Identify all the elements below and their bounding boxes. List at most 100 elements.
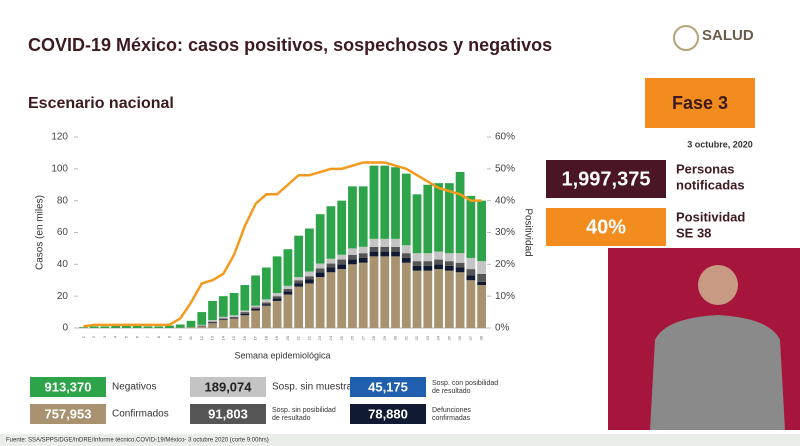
x-tick-label: 29: [382, 335, 387, 340]
x-tick-label: 23: [317, 335, 322, 340]
legend-label: confirmadas: [432, 415, 471, 422]
x-tick-label: 17: [253, 335, 258, 340]
x-tick-label: 18: [263, 335, 268, 340]
stat-value: 40%: [586, 216, 626, 238]
bar-segment: [294, 235, 304, 278]
bar-segment: [240, 285, 250, 311]
bar-segment: [315, 277, 325, 328]
bar-segment: [369, 256, 379, 328]
bar-segment: [251, 275, 260, 306]
bar-segment: [466, 257, 476, 270]
legend-box: [30, 404, 106, 424]
bar-segment: [272, 300, 282, 328]
bar-segment: [358, 257, 368, 263]
footer-bar: [0, 434, 800, 446]
y-tick-label: 20: [57, 291, 69, 302]
x-tick-label: 30: [393, 335, 398, 340]
x-tick-label: 28: [371, 335, 376, 340]
bar-segment: [272, 292, 282, 297]
y2-tick-label: 0%: [495, 323, 510, 334]
bar-segment: [240, 313, 250, 316]
y-tick-label: 120: [51, 132, 68, 143]
legend-box: [190, 377, 266, 397]
legend-total: 189,074: [205, 379, 253, 394]
bar-segment: [186, 327, 196, 328]
title: COVID-19 México: casos positivos, sospec…: [28, 35, 552, 55]
x-tick-label: 6: [134, 335, 139, 338]
y2-tick-label: 20%: [495, 259, 515, 270]
bar-segment: [444, 265, 454, 271]
logo-text: SALUD: [702, 27, 754, 44]
bar-segment: [326, 258, 336, 264]
bar-segment: [455, 267, 465, 273]
bar-segment: [132, 325, 142, 328]
x-tick-label: 26: [350, 335, 355, 340]
y2-tick-label: 50%: [495, 163, 515, 174]
x-tick-label: 21: [296, 335, 301, 340]
bar-segment: [477, 273, 486, 282]
y2-tick-label: 10%: [495, 291, 515, 302]
bar-segment: [401, 257, 411, 263]
bar-segment: [466, 280, 476, 328]
x-tick-label: 15: [231, 335, 236, 340]
bar-segment: [477, 261, 486, 274]
bar-segment: [444, 270, 454, 328]
bar-segment: [423, 265, 433, 271]
legend-label: Sosp. sin muestra: [272, 382, 352, 393]
bar-segment: [315, 272, 325, 278]
bar-segment: [197, 326, 207, 328]
interpreter-head: [698, 265, 738, 305]
y2-axis-label: Positividad: [522, 208, 533, 256]
x-tick-label: 25: [339, 335, 344, 340]
bar-segment: [412, 253, 422, 262]
interpreter-body: [650, 315, 785, 430]
bar-segment: [337, 254, 347, 260]
x-tick-label: 4: [113, 335, 118, 338]
positivity-line: [83, 161, 482, 328]
bar-segment: [251, 307, 260, 309]
legend-total: 913,370: [45, 379, 92, 394]
bar-segment: [477, 281, 486, 286]
bar-segment: [240, 310, 250, 313]
bar-segment: [391, 256, 400, 328]
legend-label: de resultado: [432, 388, 471, 395]
bar-segment: [315, 268, 325, 273]
bar-segment: [401, 262, 411, 328]
phase-label: Fase 3: [672, 93, 728, 113]
bar-segment: [294, 286, 304, 328]
bar-segment: [434, 183, 443, 252]
bar-segment: [423, 261, 433, 266]
y-axis-label: Casos (en miles): [35, 195, 46, 270]
bar-segment: [348, 259, 357, 265]
bar-segment: [455, 262, 465, 268]
bar-segment: [229, 292, 239, 316]
legend-label: Sosp. sin posibilidad: [272, 407, 336, 414]
bar-segment: [326, 272, 336, 328]
bar-segment: [251, 310, 260, 328]
stat-label: Positividad: [676, 209, 745, 224]
bar-segment: [358, 246, 368, 254]
x-tick-label: 14: [220, 335, 225, 340]
bar-segment: [305, 283, 314, 328]
bar-segment: [272, 296, 282, 299]
subtitle: Escenario nacional: [28, 95, 174, 112]
legend-label: Sosp. con posibilidad: [432, 380, 498, 387]
y-tick-label: 40: [57, 259, 69, 270]
bar-segment: [208, 321, 217, 323]
stat-label: notificadas: [676, 177, 745, 192]
bar-segment: [283, 294, 293, 328]
x-tick-label: 33: [425, 335, 430, 340]
bar-segment: [197, 324, 207, 326]
phase-date: 3 octubre, 2020: [687, 139, 753, 149]
x-tick-label: 19: [274, 335, 279, 340]
bar-segment: [423, 184, 433, 254]
footer: Fuente: SSA/SPPS/DGE/InDRE/Informe técni…: [6, 438, 269, 444]
bar-segment: [455, 172, 465, 254]
bar-segment: [337, 269, 347, 328]
bar-segment: [337, 264, 347, 270]
x-tick-label: 16: [242, 335, 247, 340]
bar-segment: [79, 327, 88, 328]
legend-box: [350, 377, 426, 397]
bar-segment: [391, 246, 400, 252]
bar-segment: [455, 272, 465, 328]
